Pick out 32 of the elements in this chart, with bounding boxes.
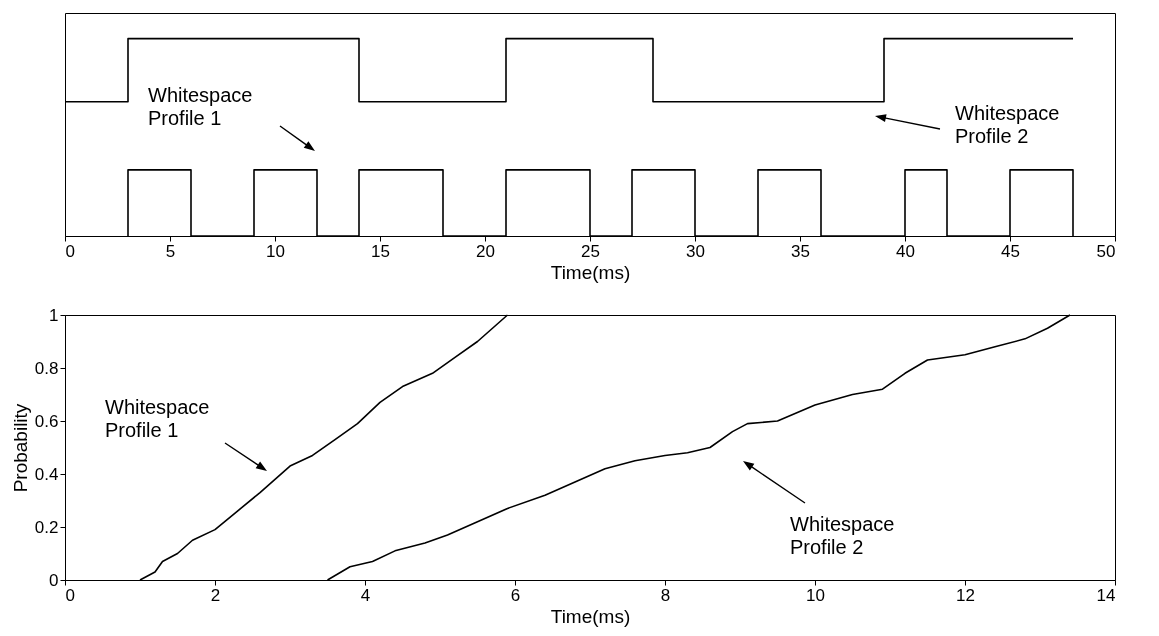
y-tick-label: 0.4 bbox=[34, 464, 59, 484]
y-tick-label: 0.6 bbox=[34, 411, 59, 431]
y-tick-label: 0.8 bbox=[34, 358, 59, 378]
x-tick-label: 15 bbox=[371, 241, 390, 261]
annotation: Whitespace Profile 1 bbox=[105, 396, 210, 441]
x-tick-label: 30 bbox=[686, 241, 705, 261]
x-tick-label: 20 bbox=[476, 241, 495, 261]
x-tick-label: 6 bbox=[510, 585, 521, 605]
x-tick-label: 25 bbox=[581, 241, 600, 261]
x-tick-label: 10 bbox=[806, 585, 825, 605]
x-tick-label: 35 bbox=[791, 241, 810, 261]
x-axis-title: Time(ms) bbox=[550, 261, 631, 283]
x-tick-label: 4 bbox=[360, 585, 371, 605]
x-tick-label: 5 bbox=[165, 241, 176, 261]
x-tick-label: 10 bbox=[266, 241, 285, 261]
y-tick-label: 1 bbox=[49, 305, 59, 325]
y-axis-title: Probability bbox=[9, 403, 31, 493]
x-tick-label: 0 bbox=[65, 241, 75, 261]
x-tick-label: 14 bbox=[1096, 585, 1116, 605]
y-tick-label: 0 bbox=[49, 570, 59, 590]
annotation: Whitespace Profile 2 bbox=[955, 102, 1060, 147]
x-tick-label: 2 bbox=[210, 585, 221, 605]
annotation: Whitespace Profile 1 bbox=[148, 84, 253, 129]
x-tick-label: 0 bbox=[65, 585, 75, 605]
x-tick-label: 12 bbox=[956, 585, 975, 605]
x-tick-label: 45 bbox=[1001, 241, 1020, 261]
y-tick-label: 0.2 bbox=[34, 517, 59, 537]
x-tick-label: 50 bbox=[1096, 241, 1116, 261]
annotation: Whitespace Profile 2 bbox=[790, 513, 895, 558]
x-tick-label: 8 bbox=[660, 585, 671, 605]
x-axis-title: Time(ms) bbox=[550, 605, 631, 627]
x-tick-label: 40 bbox=[896, 241, 915, 261]
